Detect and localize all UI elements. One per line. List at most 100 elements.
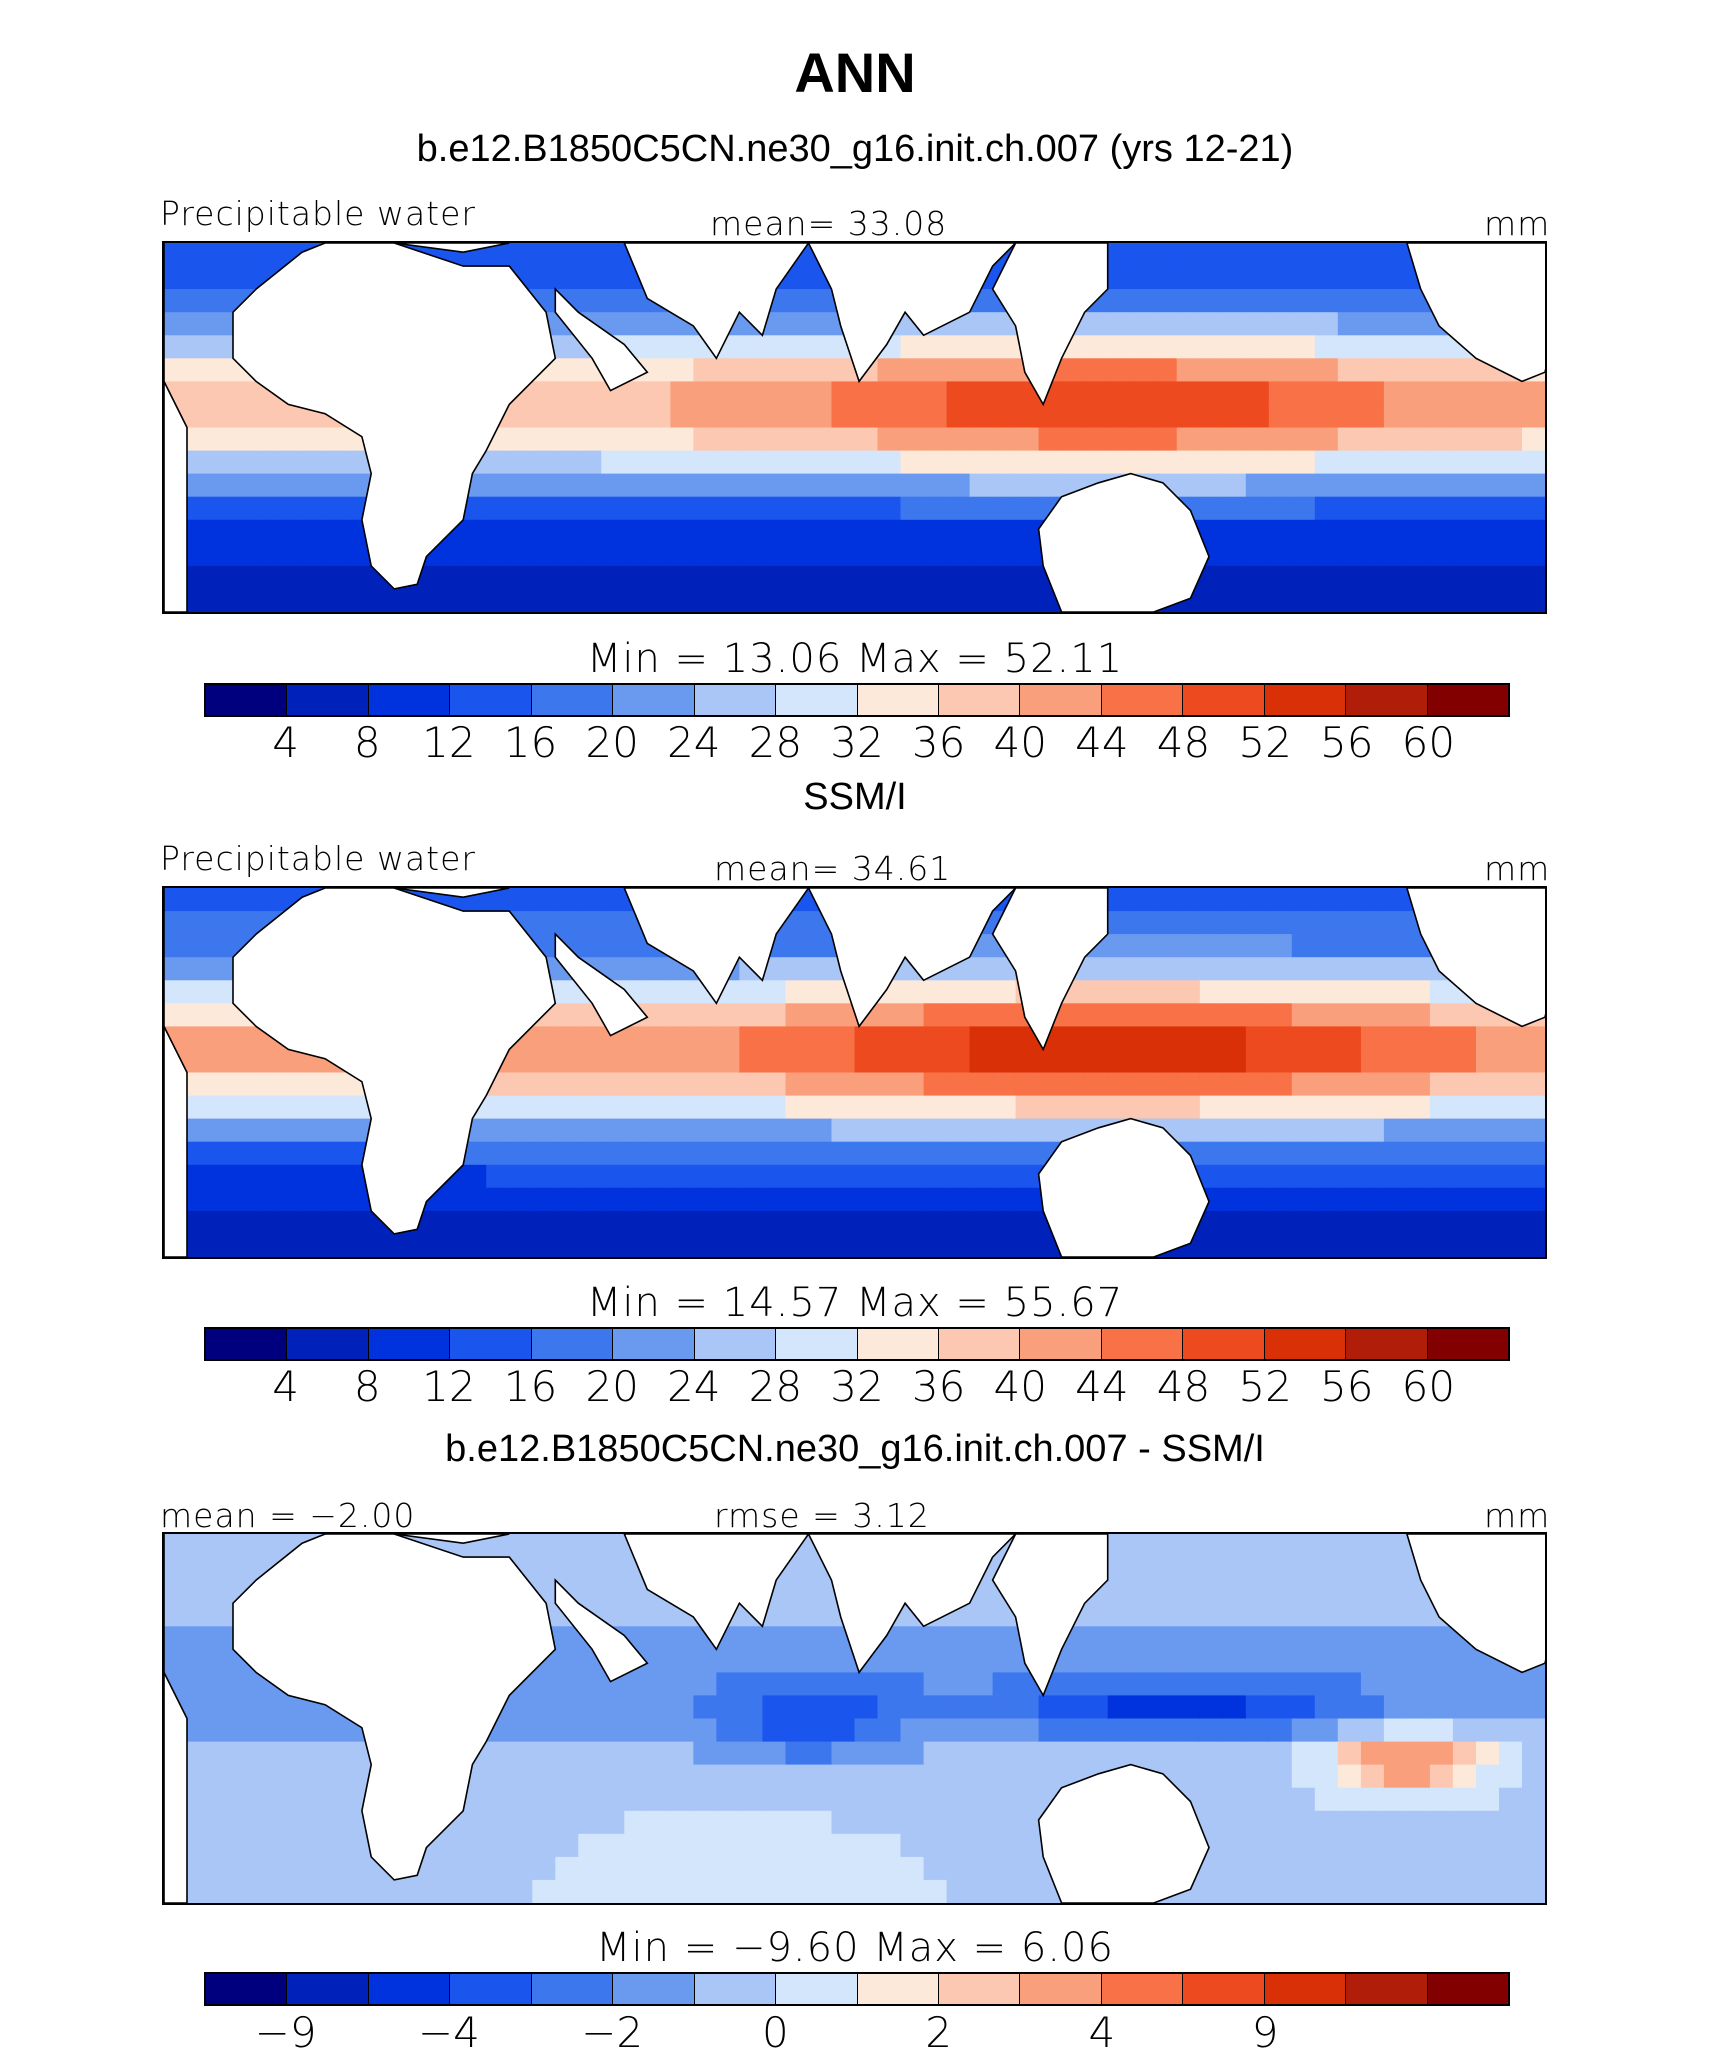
field-cell [578,1810,603,1835]
field-cell [1199,1741,1224,1766]
field-cell [233,1672,257,1697]
field-cell [992,1003,1017,1028]
field-cell [210,1003,234,1028]
field-cell [923,381,948,406]
field-cell [578,1672,603,1697]
field-cell [532,1233,557,1257]
colorbar-swatch [531,1329,614,1359]
field-cell [509,1141,534,1166]
colorbar-swatch [206,685,288,715]
field-cell [578,1233,603,1257]
field-cell [302,1072,326,1097]
colorbar-tick-label: −4 [417,2008,480,2057]
field-cell [992,565,1017,590]
colorbar-tick-label: 12 [422,1362,476,1411]
field-cell [808,1164,833,1189]
field-cell [923,473,948,498]
field-cell [1291,266,1316,290]
field-cell [1130,404,1155,429]
field-cell [164,335,188,360]
field-cell [624,1118,649,1143]
field-cell [946,1233,971,1257]
field-cell [1245,1649,1270,1674]
field-cell [831,1833,856,1858]
field-cell [808,404,833,429]
colorbar-swatch [1264,1974,1347,2004]
field-cell [808,381,833,406]
field-cell [302,1764,326,1789]
colorbar-swatch [450,1329,532,1359]
field-cell [1337,542,1362,567]
field-cell [1314,335,1339,360]
field-cell [1522,427,1545,452]
field-cell [164,911,188,935]
field-cell [256,1118,280,1143]
colorbar-tick-label: 4 [272,1362,299,1411]
mean-label: mean = −2.00 [160,1496,416,1535]
field-cell [1153,911,1178,935]
field-cell [601,1026,626,1051]
field-cell [578,1095,603,1120]
field-cell [1199,450,1224,475]
field-cell [1153,888,1178,912]
field-cell [233,266,257,290]
field-cell [1268,565,1293,590]
field-cell [670,1764,695,1789]
field-cell [969,496,994,521]
field-cell [716,450,741,475]
field-cell [256,519,280,544]
field-cell [670,1810,695,1835]
field-cell [762,381,787,406]
field-cell [923,1879,948,1903]
field-cell [1222,1764,1247,1789]
field-cell [486,1879,510,1903]
field-cell [1314,1879,1339,1903]
field-cell [1268,1534,1293,1558]
field-cell [693,1695,718,1720]
field-cell [1314,1026,1339,1051]
field-cell [210,1833,234,1858]
field-cell [1406,473,1431,498]
field-cell [1176,450,1201,475]
field-cell [463,1164,487,1189]
colorbar-tick-label: 24 [667,718,721,767]
field-cell [210,1072,234,1097]
field-cell [279,1049,303,1074]
field-cell [1015,496,1040,521]
colorbar-tick-label: 28 [748,1362,803,1411]
field-cell [831,1741,856,1766]
colorbar-swatch [1427,1974,1508,2004]
field-cell [1476,1210,1500,1235]
field-cell [1245,404,1270,429]
field-cell [1061,381,1086,406]
field-cell [1268,427,1293,452]
field-cell [325,1810,349,1835]
field-cell [210,1626,234,1651]
field-cell [1291,1718,1316,1743]
field-cell [624,1095,649,1120]
field-cell [1245,1764,1270,1789]
field-cell [1107,1603,1132,1628]
field-cell [1383,1672,1408,1697]
field-cell [1176,1534,1201,1558]
field-cell [210,1603,234,1628]
field-cell [946,358,971,383]
field-cell [992,1833,1017,1858]
field-cell [808,957,833,982]
field-cell [1153,1718,1178,1743]
field-cell [946,542,971,567]
field-cell [693,381,718,406]
field-cell [762,519,787,544]
field-cell [969,1672,994,1697]
field-cell [1153,450,1178,475]
field-cell [624,588,649,612]
field-cell [1360,957,1385,982]
field-cell [233,519,257,544]
field-cell [808,980,833,1005]
field-cell [1199,957,1224,982]
colorbar-swatch [613,685,695,715]
field-cell [831,1810,856,1835]
field-cell [1222,980,1247,1005]
field-cell [1452,1003,1477,1028]
field-cell [1061,1672,1086,1697]
